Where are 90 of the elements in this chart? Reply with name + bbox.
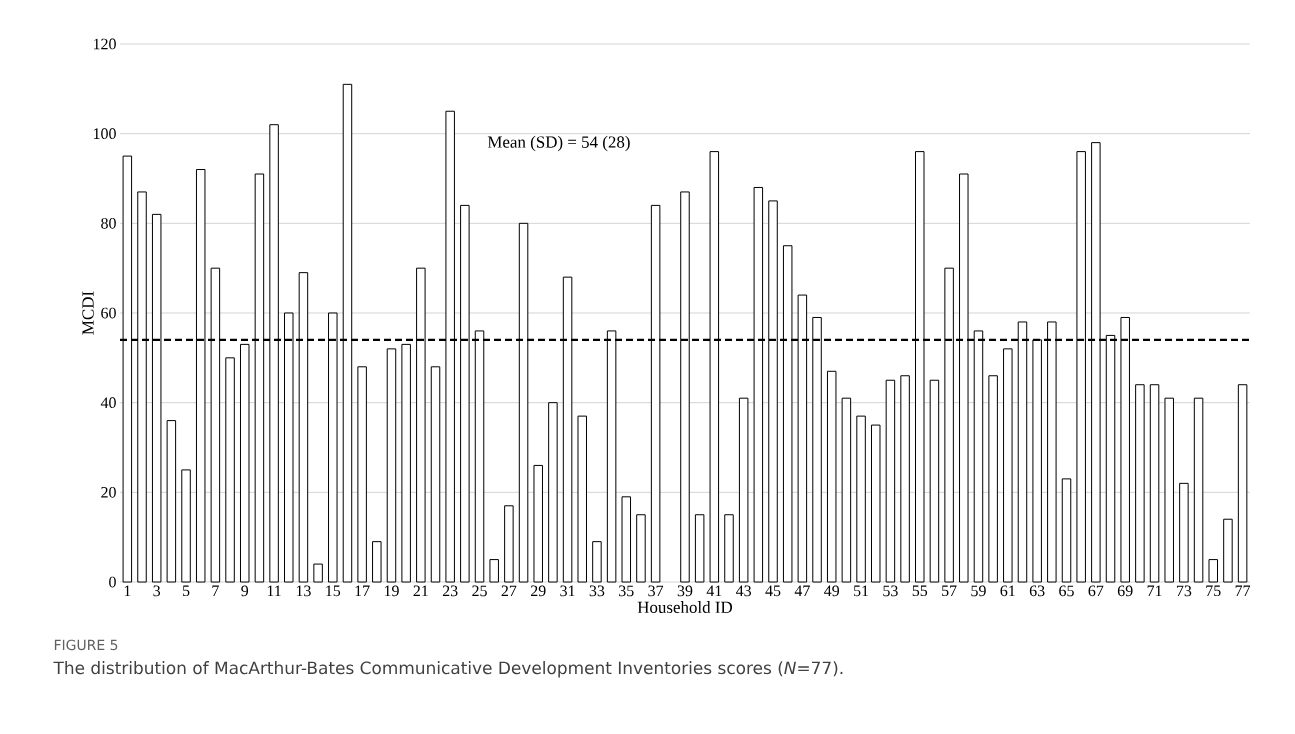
bar	[166, 420, 177, 583]
x-tick-label: 7	[212, 585, 219, 596]
x-tick-label: 61	[1000, 585, 1015, 597]
x-tick-label: 51	[854, 585, 869, 597]
y-tick-label: 20	[101, 486, 116, 498]
x-tick-label: 71	[1147, 585, 1162, 597]
x-tick-label: 47	[794, 585, 810, 597]
x-tick-label: 15	[326, 585, 341, 597]
x-tick-label: 23	[442, 585, 458, 597]
x-tick-label: 27	[501, 585, 517, 597]
bar	[841, 397, 852, 583]
ref-line-label: Mean (SD) = 54 (28)	[487, 135, 630, 152]
bar	[1061, 478, 1072, 583]
x-tick-label: 21	[413, 585, 428, 597]
bar	[239, 343, 250, 583]
bar	[1208, 559, 1218, 583]
bar	[1003, 348, 1013, 583]
x-tick-label: 19	[384, 585, 399, 597]
bar	[548, 402, 558, 583]
bar	[533, 464, 543, 583]
x-tick-label: 43	[736, 585, 752, 597]
y-tick-label: 60	[101, 307, 116, 319]
y-tick-label: 0	[109, 576, 116, 588]
bar	[504, 505, 514, 583]
bar	[372, 541, 382, 583]
y-axis-title: MCDI	[82, 291, 94, 335]
bar	[636, 514, 646, 583]
x-tick-label: 63	[1029, 585, 1045, 597]
caption: FIGURE 5	[54, 639, 118, 651]
bar	[430, 366, 441, 583]
bar	[694, 514, 705, 583]
x-tick-label: 45	[765, 585, 781, 597]
bar	[826, 370, 837, 583]
bar	[988, 375, 998, 583]
x-tick-label: 13	[296, 585, 311, 597]
x-tick-label: 9	[241, 585, 249, 597]
bar	[929, 379, 940, 583]
y-tick-label: 80	[101, 217, 116, 229]
x-tick-label: 1	[124, 585, 131, 597]
bar	[181, 469, 191, 583]
y-tick-label: 120	[93, 38, 116, 50]
bar	[1149, 384, 1160, 583]
x-tick-label: 29	[530, 585, 546, 597]
x-tick-label: 33	[589, 585, 605, 597]
x-tick-label: 65	[1059, 585, 1074, 597]
x-tick-label: 5	[182, 585, 190, 597]
bar	[621, 496, 632, 583]
bar	[357, 366, 367, 583]
bar	[900, 375, 910, 583]
bar	[885, 379, 896, 583]
bar	[738, 397, 749, 583]
x-tick-label: 75	[1206, 585, 1221, 597]
bar	[870, 424, 881, 583]
text: The distribution of MacArthur-Bates Communicative Development Inventories scores (N=77).	[53, 661, 843, 678]
y-tick-label: 40	[100, 397, 116, 409]
x-tick-label: 37	[648, 585, 664, 597]
bar	[313, 563, 323, 583]
x-tick-label: 73	[1176, 585, 1192, 597]
bar	[724, 514, 734, 583]
x-tick-label: 69	[1117, 585, 1133, 597]
x-tick-label: 25	[472, 585, 487, 597]
x-tick-label: 67	[1088, 585, 1104, 597]
bar	[1193, 397, 1204, 583]
bar	[386, 348, 397, 583]
bar	[225, 357, 235, 583]
x-tick-label: 3	[153, 585, 161, 597]
y-tick-label: 100	[93, 128, 116, 140]
x-tick-label: 53	[883, 585, 898, 597]
x-tick-label: 17	[355, 585, 370, 597]
bar	[577, 415, 587, 583]
x-tick-label: 57	[942, 585, 957, 597]
bar	[592, 541, 602, 583]
bar	[489, 559, 499, 583]
x-tick-label: 39	[677, 585, 693, 597]
bar	[1135, 384, 1145, 583]
bar	[1179, 482, 1189, 583]
bar	[1164, 397, 1174, 583]
x-tick-label: 55	[912, 585, 928, 597]
x-tick-label: 49	[824, 585, 840, 597]
bar	[401, 343, 411, 583]
x-tick-label: 35	[619, 585, 634, 597]
bar	[1237, 384, 1248, 583]
bar	[856, 415, 866, 583]
x-axis-title: Household ID	[637, 601, 733, 613]
x-tick-label: 31	[560, 585, 575, 597]
x-tick-label: 59	[971, 585, 986, 597]
x-tick-label: 77	[1235, 585, 1251, 596]
x-tick-label: 41	[706, 585, 722, 597]
bar	[1223, 518, 1233, 583]
x-tick-label: 11	[267, 585, 281, 597]
